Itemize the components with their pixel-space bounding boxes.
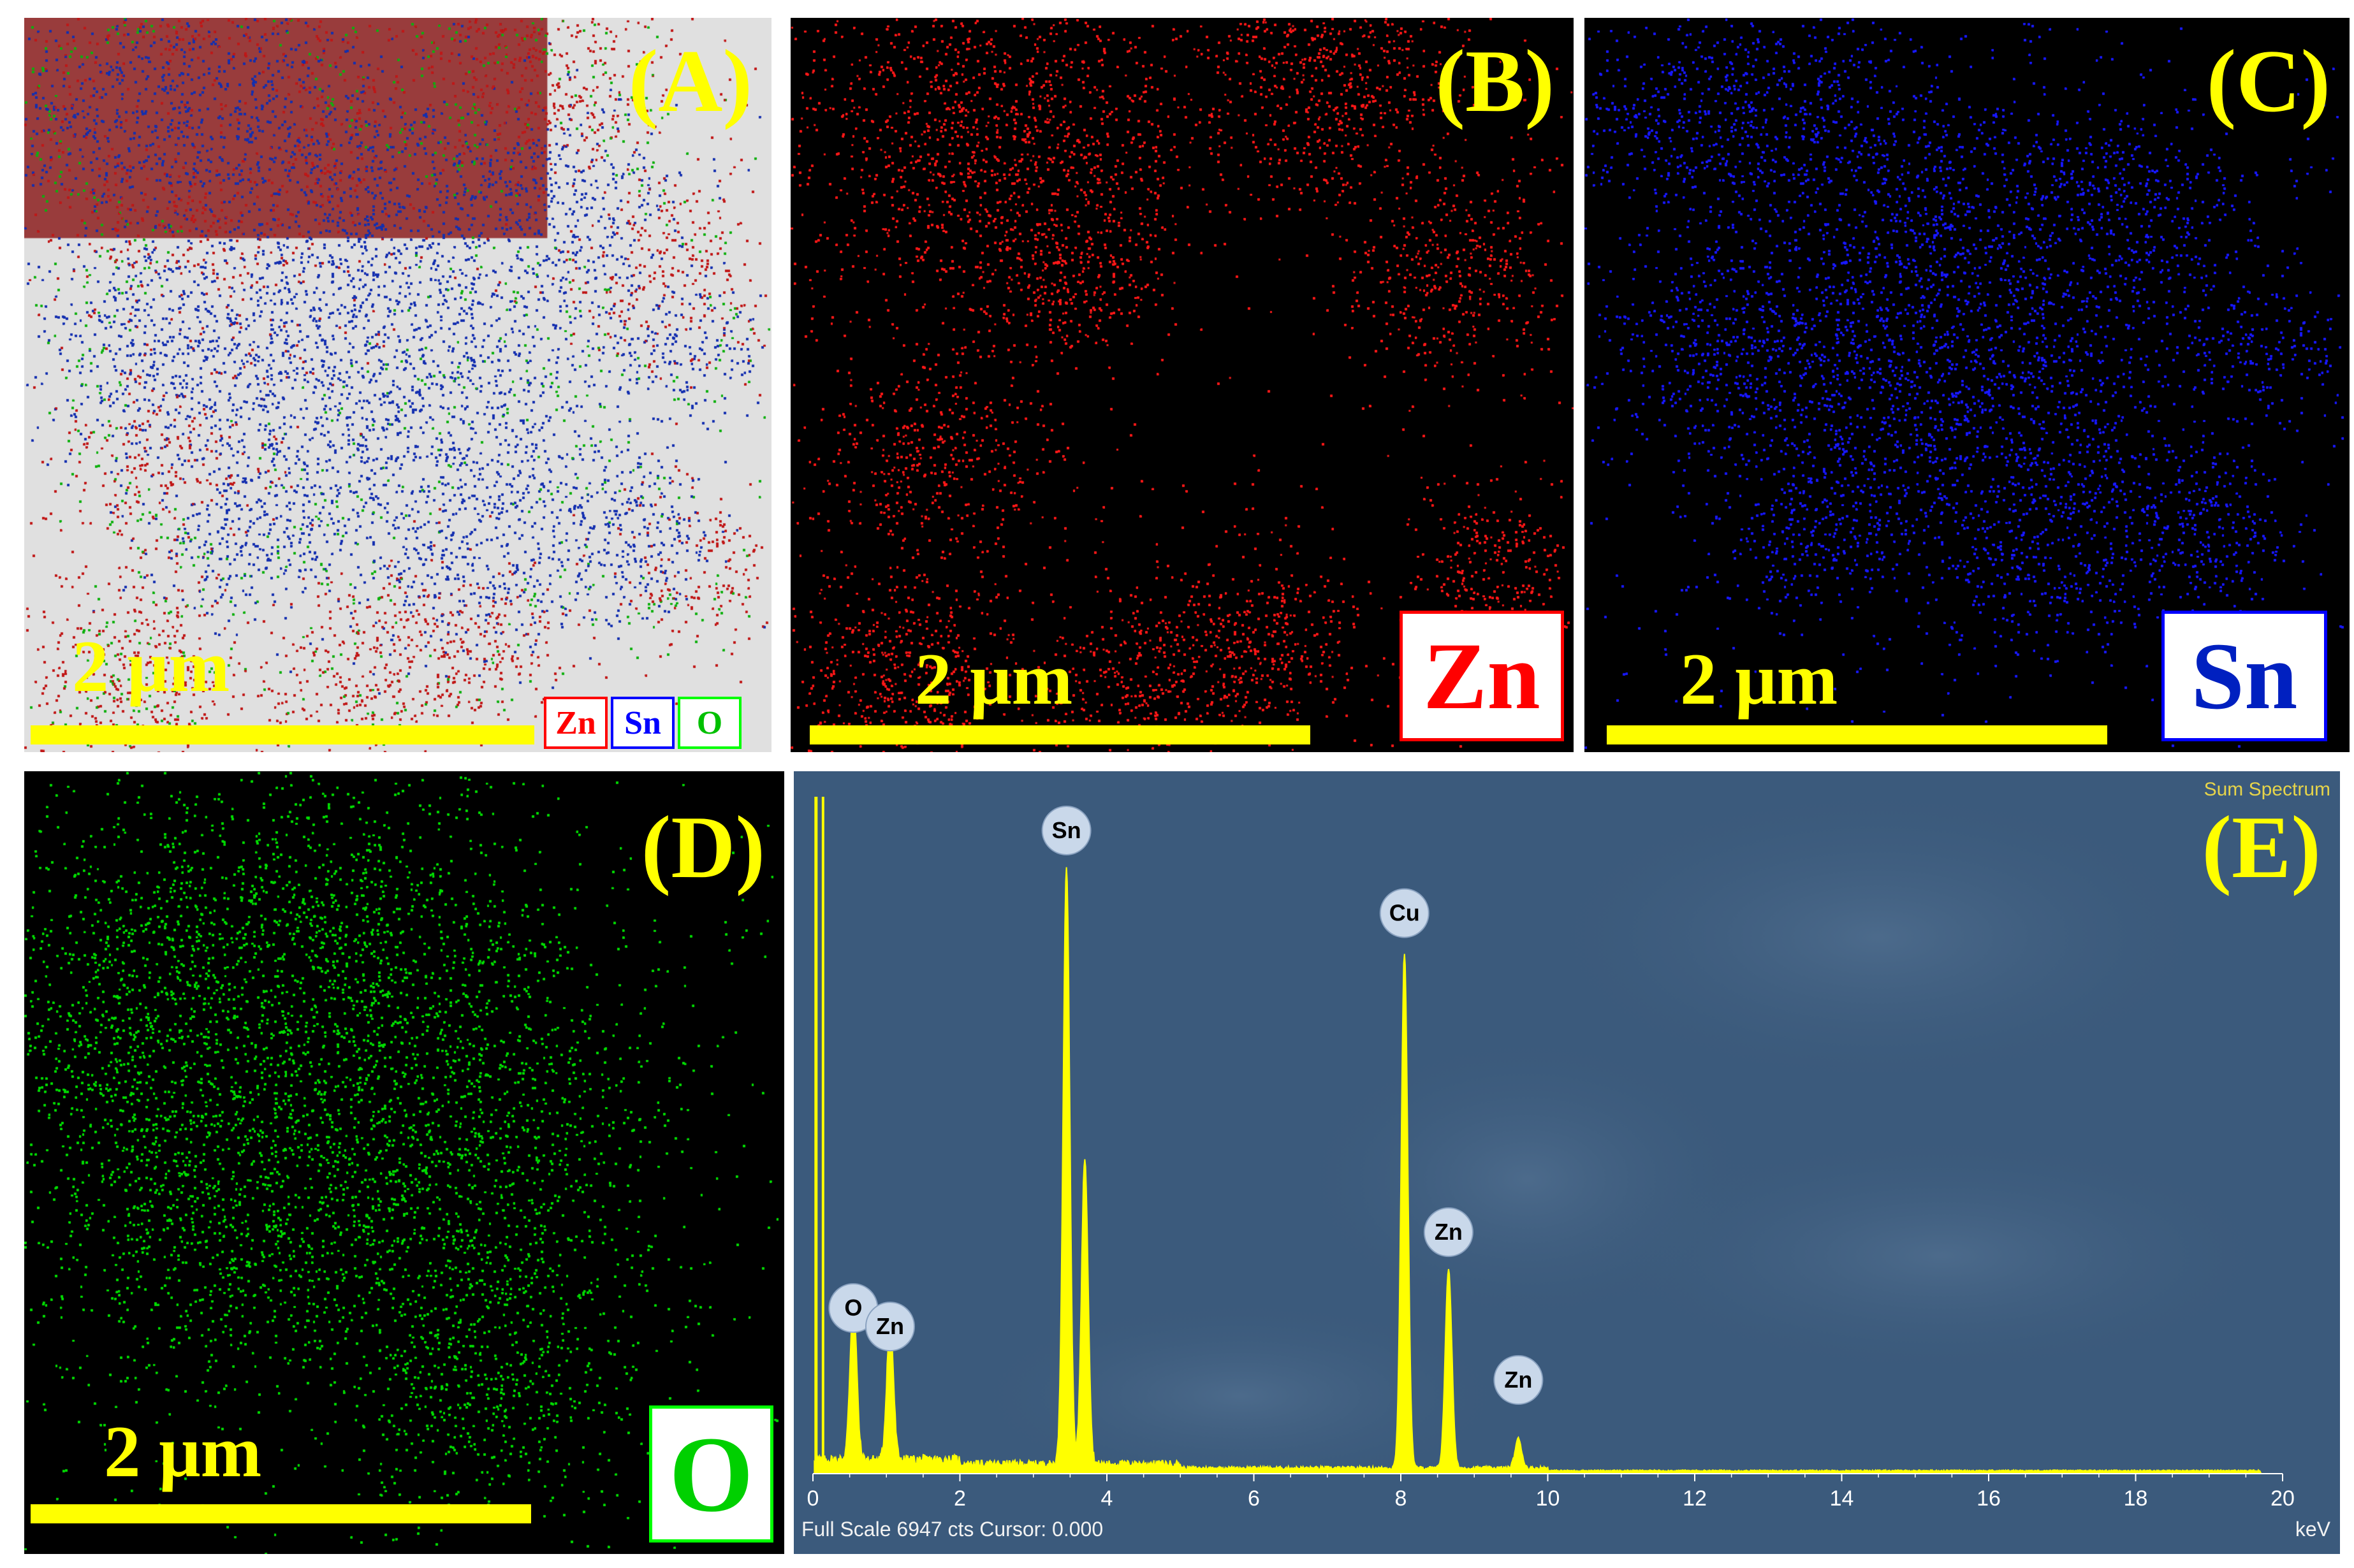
x-tick-label-3: 6 [1248,1486,1260,1511]
panel-label-d: (D) [641,798,765,897]
x-tick-label-9: 18 [2124,1486,2148,1511]
spectrum-footer: Full Scale 6947 cts Cursor: 0.000 [801,1518,1103,1541]
peak-label-text: Cu [1389,900,1420,926]
scale-bar-d [31,1504,531,1523]
spectrum-title: Sum Spectrum [2204,779,2330,800]
peak-label-text: Zn [1435,1219,1463,1245]
x-tick-label-8: 16 [1977,1486,2001,1511]
peak-label-1: Zn [865,1302,916,1352]
x-tick-label-2: 4 [1101,1486,1113,1511]
panel-b-zn-map: (B) 2 μm Zn [791,18,1574,752]
legend-zn: Zn [544,697,608,749]
scale-bar-label-c: 2 μm [1680,639,1838,720]
element-box-sn: Sn [2161,611,2327,741]
panel-e-eds-spectrum: 0 2 4 6 8 10 12 14 16 18 20 O Zn Sn Cu Zn Zn Sum Spectr… [794,771,2340,1554]
panel-label-a: (A) [628,32,752,131]
element-box-o: O [649,1405,773,1543]
peak-label-text: Zn [876,1313,904,1339]
panel-label-e: (E) [2202,798,2321,897]
spectrum-line [814,867,2262,1473]
x-tick-label-1: 2 [954,1486,966,1511]
peak-label-2: Sn [1041,805,1092,855]
zero-peak-2 [821,797,824,1472]
panel-label-c: (C) [2206,32,2330,131]
x-axis-unit: keV [2295,1518,2331,1541]
scale-bar-a [31,725,534,744]
scale-bar-label-d: 2 μm [104,1411,262,1492]
x-tick-label-0: 0 [807,1486,819,1511]
x-tick-label-7: 14 [1830,1486,1854,1511]
peak-label-circle [865,1302,916,1352]
scale-bar-c [1607,725,2107,744]
peak-label-text: Zn [1504,1367,1532,1393]
x-tick-label-10: 20 [2270,1486,2295,1511]
x-tick-label-4: 8 [1395,1486,1407,1511]
panel-d-o-map: (D) 2 μm O [24,771,784,1554]
spectrum-chart: 0 2 4 6 8 10 12 14 16 18 20 O Zn Sn Cu Zn Zn Sum Spectr… [794,771,2340,1554]
panel-label-b: (B) [1435,32,1554,131]
peak-label-text: Sn [1052,817,1081,843]
peak-label-0: O [828,1283,879,1333]
panel-c-sn-map: (C) 2 μm Sn [1584,18,2350,752]
peak-label-circle [1493,1355,1544,1405]
panel-a-composite-map: (A) 2 μm Zn Sn O [24,18,771,752]
zero-peak-1 [814,797,818,1472]
peak-label-5: Zn [1493,1355,1544,1405]
scale-bar-label-a: 2 μm [72,626,230,707]
element-box-zn: Zn [1400,611,1564,741]
composite-map-image [24,18,771,752]
peak-label-circle [1379,888,1429,938]
x-tick-label-5: 10 [1536,1486,1560,1511]
legend-o: O [678,697,742,749]
scale-bar-label-b: 2 μm [915,639,1073,720]
peak-label-circle [1041,805,1092,855]
x-tick-label-6: 12 [1683,1486,1707,1511]
peak-label-text: O [844,1295,862,1321]
peak-label-circle [1423,1207,1473,1258]
peak-label-4: Zn [1423,1207,1473,1258]
scale-bar-b [810,725,1310,744]
legend-sn: Sn [611,697,675,749]
peak-label-3: Cu [1379,888,1429,938]
